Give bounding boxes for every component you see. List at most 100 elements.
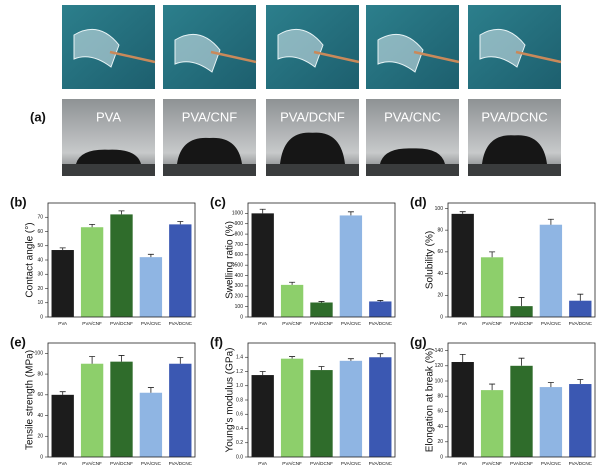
y-tick-label: 100: [35, 351, 44, 357]
bar: [169, 363, 192, 457]
bar: [569, 384, 592, 457]
error-bar: [547, 382, 554, 388]
tweezer: [210, 50, 257, 64]
y-tick-label: 0: [240, 314, 243, 320]
x-tick-label: PVA/DCNF: [310, 321, 333, 326]
error-bar: [459, 354, 466, 362]
y-axis-label: Young's modulus (GPa): [225, 348, 236, 453]
panel-label: (e): [10, 334, 26, 349]
y-axis-label: Tensile strength (MPa): [25, 350, 36, 450]
bar: [539, 224, 563, 317]
y-tick-label: 300: [235, 283, 244, 289]
substrate: [468, 164, 561, 176]
bar: [510, 365, 533, 457]
x-tick-label: PVA/DCNC: [569, 461, 593, 466]
x-tick-label: PVA: [458, 321, 468, 326]
bar: [280, 284, 304, 317]
error-bar: [489, 251, 496, 258]
x-tick-label: PVA/CNF: [482, 461, 502, 466]
x-tick-label: PVA/DCNF: [510, 321, 533, 326]
error-bar: [518, 357, 525, 366]
y-axis-label: Contact angle (°): [25, 222, 36, 297]
film: [174, 33, 221, 73]
tweezer: [109, 50, 156, 64]
error-bar: [59, 247, 66, 251]
bar: [251, 213, 274, 317]
x-tick-label: PVA/CNC: [141, 321, 162, 326]
bar: [539, 387, 563, 457]
x-tick-label: PVA: [258, 321, 268, 326]
error-bar: [147, 387, 154, 393]
y-tick-label: 0.2: [236, 440, 243, 446]
droplet: [482, 135, 547, 164]
x-tick-label: PVA/DCNC: [569, 321, 593, 326]
plot-frame: [47, 202, 196, 318]
x-tick-label: PVA/CNC: [341, 321, 362, 326]
tweezer: [515, 50, 562, 64]
y-tick-label: 60: [437, 409, 443, 415]
y-tick-label: 140: [435, 348, 444, 354]
error-bar: [89, 356, 96, 364]
error-bar: [318, 366, 325, 371]
bar: [169, 224, 192, 317]
x-tick-label: PVA: [458, 461, 468, 466]
film: [277, 28, 324, 68]
droplet: [380, 148, 445, 164]
plot-frame: [447, 342, 596, 458]
bar: [110, 361, 133, 457]
y-tick-label: 0: [40, 454, 43, 460]
x-tick-label: PVA/DCNF: [110, 461, 133, 466]
y-tick-label: 0.4: [236, 426, 243, 432]
panel-label: (c): [210, 194, 226, 209]
y-tick-label: 20: [37, 286, 43, 292]
bar: [480, 257, 504, 317]
bar: [510, 306, 533, 317]
plot-frame: [47, 342, 196, 458]
y-tick-label: 0.6: [236, 412, 243, 418]
bar: [251, 375, 274, 457]
bar: [369, 357, 392, 457]
bar: [451, 362, 474, 457]
y-tick-label: 80: [437, 394, 443, 400]
bar: [310, 370, 333, 457]
bar: [51, 250, 74, 317]
y-tick-label: 100: [435, 378, 444, 384]
y-tick-label: 1.2: [236, 369, 243, 375]
y-tick-label: 10: [37, 300, 43, 306]
y-tick-label: 500: [235, 263, 244, 269]
x-tick-label: PVA/DCNF: [310, 461, 333, 466]
y-tick-label: 700: [235, 242, 244, 248]
film: [479, 28, 526, 68]
droplet: [280, 132, 345, 164]
y-tick-label: 70: [37, 215, 43, 221]
error-bar: [289, 356, 296, 359]
error-bar: [347, 358, 354, 361]
y-tick-label: 0.0: [236, 454, 243, 460]
x-tick-label: PVA/DCNF: [510, 461, 533, 466]
substrate: [366, 164, 459, 176]
y-axis-label: Solubility (%): [425, 231, 436, 289]
y-tick-label: 1.4: [236, 355, 243, 361]
error-bar: [259, 208, 266, 214]
x-tick-label: PVA/CNF: [82, 321, 102, 326]
substrate: [62, 164, 155, 176]
panel-label: (f): [210, 334, 223, 349]
x-tick-label: PVA/CNF: [482, 321, 502, 326]
x-tick-label: PVA: [58, 461, 68, 466]
film: [377, 33, 424, 73]
sample-label: PVA: [96, 109, 121, 124]
bar: [110, 214, 133, 317]
error-bar: [489, 383, 496, 391]
y-tick-label: 0.8: [236, 397, 243, 403]
error-bar: [147, 253, 154, 258]
error-bar: [177, 221, 184, 225]
x-tick-label: PVA/CNF: [82, 461, 102, 466]
x-tick-label: PVA/DCNC: [169, 321, 193, 326]
y-tick-label: 400: [235, 273, 244, 279]
x-tick-label: PVA/CNC: [341, 461, 362, 466]
error-bar: [347, 211, 354, 216]
tweezer: [313, 50, 360, 64]
y-tick-label: 40: [437, 424, 443, 430]
y-tick-label: 0: [440, 314, 443, 320]
y-tick-label: 1.0: [236, 383, 243, 389]
